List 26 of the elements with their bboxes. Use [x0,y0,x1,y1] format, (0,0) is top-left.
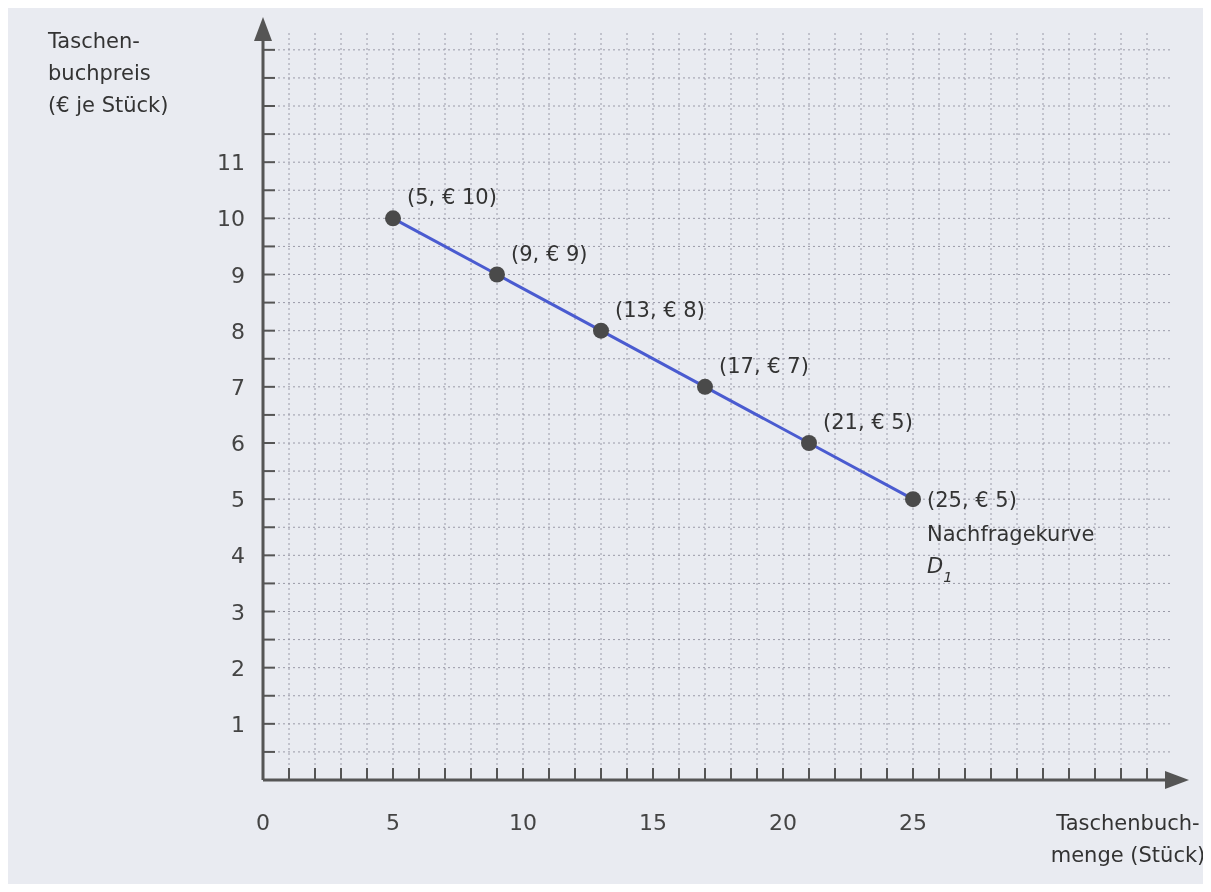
data-label: (25, € 5) [927,488,1017,513]
x-tick-label: 15 [639,810,667,835]
x-tick-label: 25 [899,810,927,835]
y-tick-label: 3 [231,599,245,625]
x-tick-label: 20 [769,810,797,835]
y-tick-label: 10 [217,206,245,232]
y-tick-label: 8 [231,318,245,344]
y-tick-label: 1 [231,711,245,737]
y-tick-label: 5 [231,487,245,513]
y-tick-label: 7 [231,374,245,400]
data-label: (5, € 10) [407,185,497,210]
data-label: (17, € 7) [719,353,809,378]
y-axis-title: Taschen- buchpreis (€ je Stück) [47,29,169,117]
x-tick-label: 0 [256,810,270,835]
y-tick-label: 6 [231,431,245,457]
x-tick-label: 5 [386,810,400,835]
x-tick-label: 10 [509,810,537,835]
data-label: (13, € 8) [615,297,705,322]
y-tick-label: 4 [231,543,245,569]
data-label: (9, € 9) [511,241,588,266]
x-axis-title: Taschenbuch- menge (Stück) [1050,811,1206,867]
series-label: Nachfragekurve D$_{1}$ [927,522,1095,585]
y-tick-label: 9 [231,262,245,288]
y-tick-label: 2 [231,655,245,681]
y-tick-label: 11 [217,150,245,176]
data-label: (21, € 5) [823,410,913,435]
